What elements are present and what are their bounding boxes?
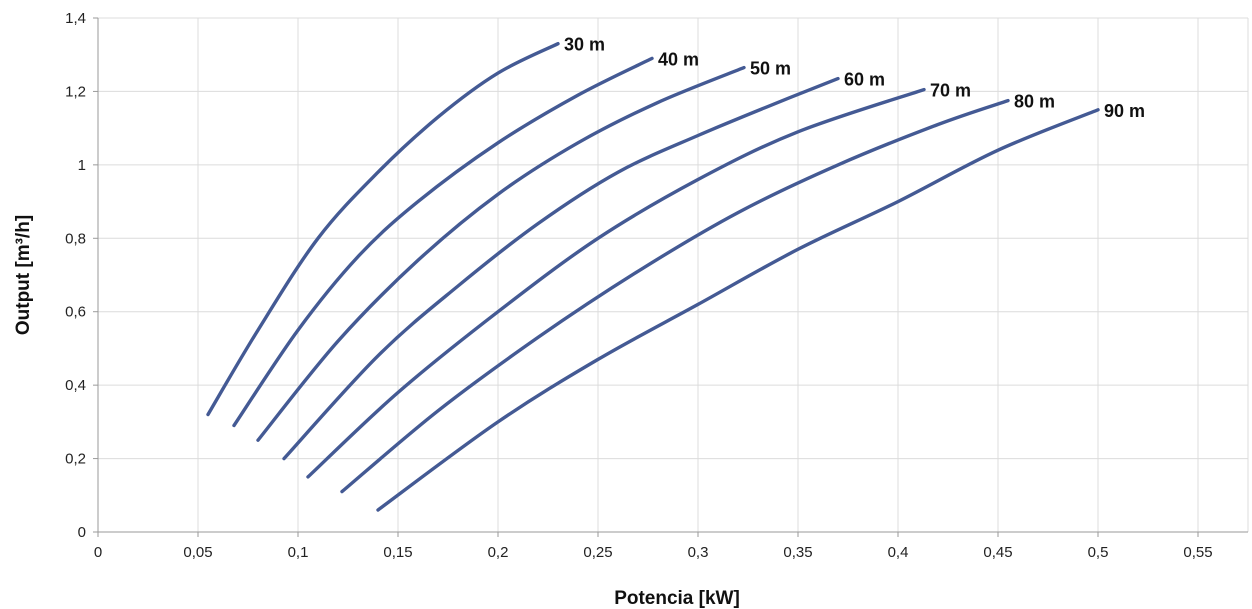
x-tick-label: 0,1 bbox=[288, 544, 309, 561]
x-tick-label: 0,2 bbox=[488, 544, 509, 561]
x-tick-label: 0,3 bbox=[688, 544, 709, 561]
y-tick-label: 0,8 bbox=[65, 230, 86, 247]
x-tick-label: 0,55 bbox=[1183, 544, 1212, 561]
series-label-90m: 90 m bbox=[1104, 101, 1145, 121]
series-line-40m bbox=[232, 56, 654, 428]
series-label-60m: 60 m bbox=[844, 70, 885, 90]
x-tick-label: 0,25 bbox=[583, 544, 612, 561]
series-line-50m bbox=[256, 65, 746, 442]
grid bbox=[98, 17, 1249, 532]
y-axis-title: Output [m³/h] bbox=[13, 215, 34, 335]
x-tick-label: 0,15 bbox=[383, 544, 412, 561]
series-line-70m bbox=[306, 87, 926, 479]
series-line-80m bbox=[340, 98, 1010, 494]
x-tick-labels: 0 0,05 0,1 0,15 0,2 0,25 0,3 0,35 0,4 0,45 0,5 0,55 bbox=[94, 544, 1213, 561]
y-tick-label: 0,4 bbox=[65, 377, 86, 394]
x-tick-label: 0,4 bbox=[888, 544, 909, 561]
y-tick-label: 0,6 bbox=[65, 304, 86, 321]
x-axis-title: Potencia [kW] bbox=[614, 588, 740, 609]
y-tick-label: 1 bbox=[78, 157, 86, 174]
series-labels: 30 m 40 m 50 m 60 m 70 m 80 m 90 m bbox=[564, 35, 1145, 121]
y-tick-label: 0,2 bbox=[65, 451, 86, 468]
series-line-30m bbox=[206, 42, 560, 417]
axes bbox=[93, 17, 1248, 537]
y-tick-label: 1,2 bbox=[65, 83, 86, 100]
x-tick-label: 0 bbox=[94, 544, 102, 561]
series-line-90m bbox=[376, 108, 1100, 512]
series-label-50m: 50 m bbox=[750, 59, 791, 79]
series-label-70m: 70 m bbox=[930, 81, 971, 101]
y-tick-label: 0 bbox=[78, 524, 86, 541]
x-tick-label: 0,35 bbox=[783, 544, 812, 561]
y-tick-label: 1,4 bbox=[65, 10, 86, 27]
series-label-40m: 40 m bbox=[658, 49, 699, 69]
x-tick-label: 0,45 bbox=[983, 544, 1012, 561]
y-tick-labels: 0 0,2 0,4 0,6 0,8 1 1,2 1,4 bbox=[65, 10, 86, 541]
series-line-60m bbox=[282, 76, 840, 461]
series-lines bbox=[206, 42, 1100, 512]
x-tick-label: 0,5 bbox=[1088, 544, 1109, 561]
series-label-80m: 80 m bbox=[1014, 92, 1055, 112]
x-tick-label: 0,05 bbox=[183, 544, 212, 561]
series-label-30m: 30 m bbox=[564, 35, 605, 55]
